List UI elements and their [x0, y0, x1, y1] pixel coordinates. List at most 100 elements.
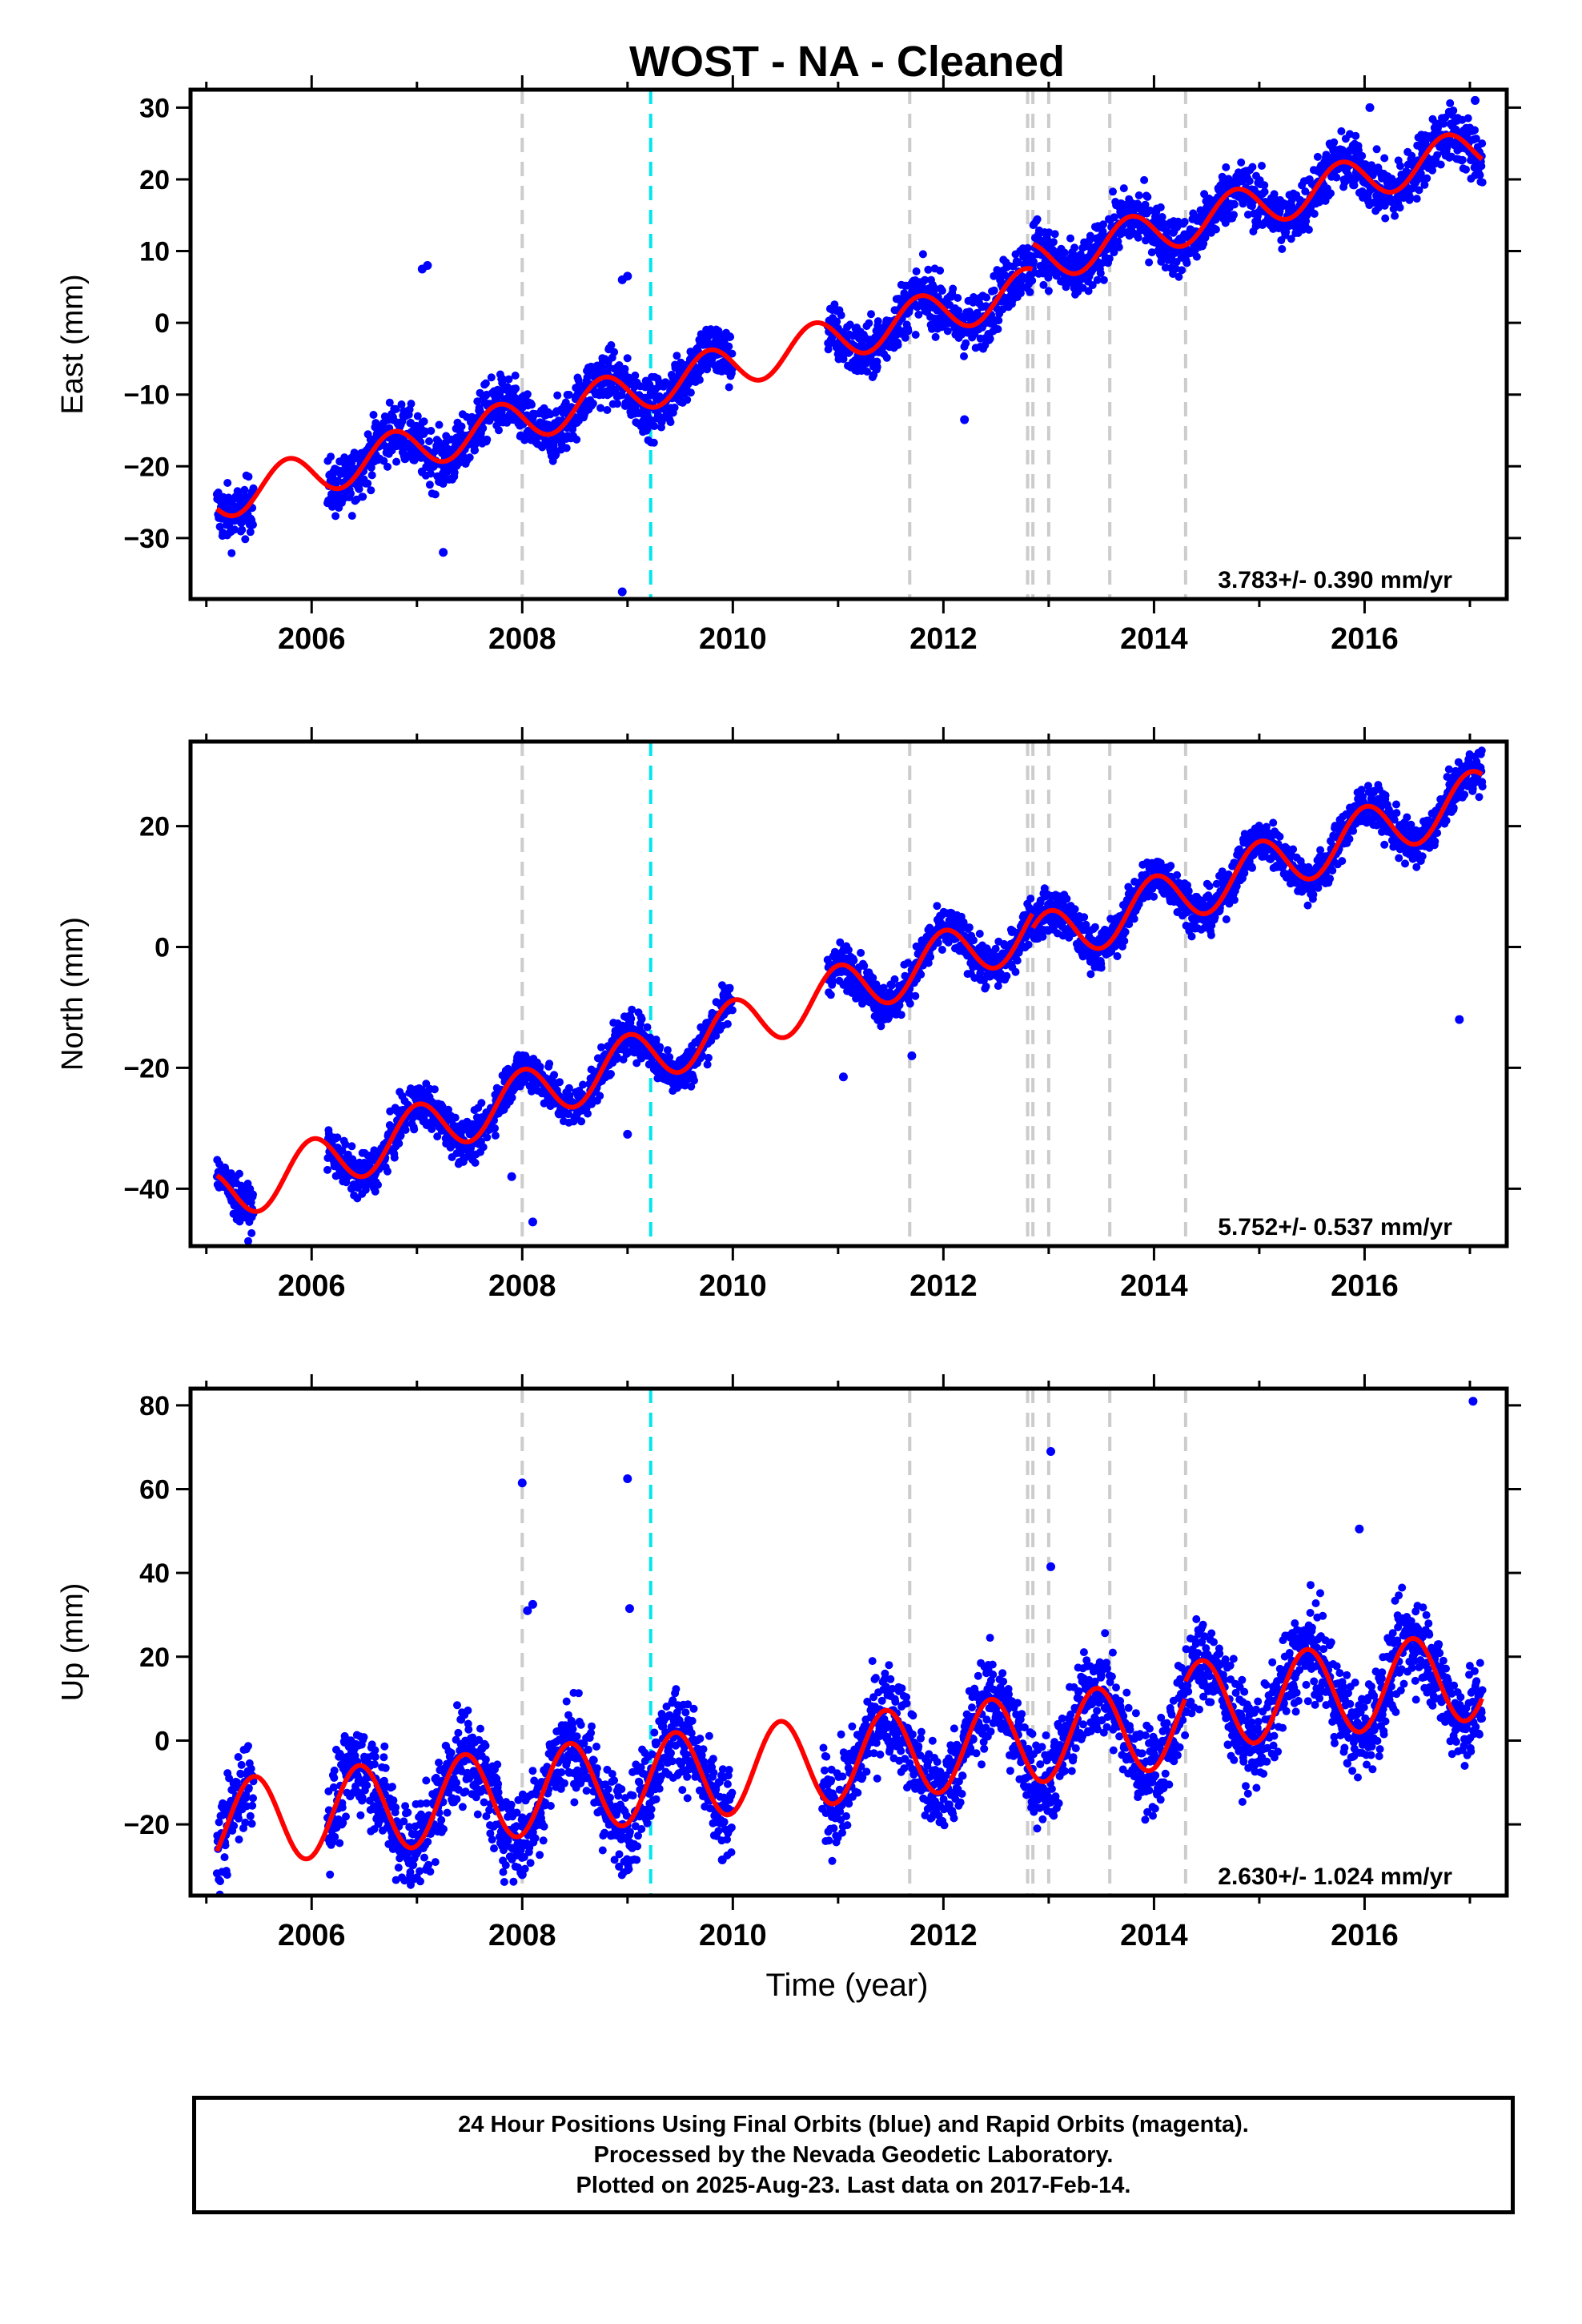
data-point: [1476, 171, 1484, 179]
data-point: [225, 521, 234, 530]
data-point: [931, 332, 940, 341]
data-point: [830, 300, 839, 309]
data-point: [1374, 203, 1383, 212]
data-point: [607, 341, 616, 349]
data-point: [1201, 233, 1210, 242]
data-point: [1086, 970, 1095, 979]
data-point: [620, 364, 629, 373]
data-point: [631, 371, 640, 380]
data-point: [487, 373, 496, 382]
data-point: [725, 983, 734, 992]
data-point: [496, 392, 504, 400]
data-point: [911, 331, 920, 339]
data-point: [975, 930, 984, 938]
data-point: [1039, 280, 1048, 289]
data-point: [986, 335, 994, 343]
data-point: [949, 284, 958, 293]
data-point: [323, 1165, 331, 1174]
data-point: [607, 1070, 615, 1078]
data-point: [960, 352, 968, 360]
data-point: [938, 946, 946, 954]
data-point: [683, 396, 692, 404]
data-point: [231, 525, 239, 534]
data-point: [431, 490, 440, 499]
data-point: [244, 1236, 252, 1245]
data-point: [603, 406, 612, 414]
data-point: [1407, 151, 1416, 160]
data-point: [666, 418, 675, 427]
data-point: [1420, 180, 1429, 189]
data-point: [240, 485, 249, 494]
data-point: [918, 250, 927, 259]
data-point: [1134, 233, 1142, 242]
x-tick-label: 2014: [1120, 622, 1188, 656]
data-point: [1109, 187, 1117, 196]
data-point: [1099, 275, 1108, 284]
data-point: [374, 1180, 382, 1189]
data-point: [970, 936, 978, 945]
data-point: [511, 372, 520, 380]
data-point: [1391, 211, 1399, 220]
data-point: [1260, 187, 1269, 196]
data-point: [347, 1142, 356, 1151]
data-point: [512, 384, 520, 393]
outlier-point: [960, 415, 970, 424]
data-point: [483, 1133, 492, 1142]
data-point: [1258, 162, 1266, 170]
data-point: [508, 1093, 516, 1102]
data-point: [1143, 192, 1152, 201]
data-point: [369, 411, 378, 419]
data-point: [397, 400, 406, 408]
data-point: [1162, 228, 1171, 237]
data-point: [865, 319, 873, 328]
x-tick-label: 2016: [1331, 622, 1399, 656]
data-point: [1245, 177, 1254, 186]
data-point: [392, 457, 401, 466]
data-point: [528, 400, 536, 409]
data-point: [610, 348, 619, 356]
data-point: [649, 438, 658, 447]
data-point: [536, 1063, 544, 1071]
data-point: [863, 368, 871, 376]
data-point: [1066, 234, 1074, 243]
data-point: [1140, 175, 1149, 184]
data-point: [383, 1167, 391, 1176]
data-point: [1026, 287, 1034, 296]
data-point: [523, 390, 532, 399]
data-point: [1313, 152, 1322, 161]
data-point: [686, 388, 695, 397]
data-point: [246, 528, 255, 537]
x-tick-label: 2008: [488, 622, 556, 656]
outlier-point: [623, 271, 632, 281]
data-point: [1287, 235, 1295, 243]
y-tick-label: 30: [139, 93, 170, 123]
x-tick-label: 2012: [909, 622, 978, 656]
data-point: [873, 363, 881, 372]
data-point: [904, 327, 913, 336]
data-point: [327, 452, 335, 461]
data-point: [425, 437, 433, 445]
data-point: [726, 332, 735, 341]
data-point: [1478, 139, 1487, 148]
data-point: [833, 317, 841, 326]
data-point: [550, 1071, 559, 1080]
data-point: [1278, 245, 1287, 253]
data-point: [407, 400, 416, 408]
data-point: [1416, 169, 1425, 178]
data-point: [545, 1059, 554, 1068]
data-point: [1449, 107, 1458, 115]
data-point: [451, 1113, 460, 1122]
data-point: [690, 1076, 698, 1085]
data-point: [623, 354, 632, 363]
data-point: [882, 353, 891, 362]
outlier-point: [1365, 103, 1375, 112]
data-point: [1044, 287, 1053, 296]
data-point: [965, 923, 974, 932]
data-point: [1412, 195, 1421, 203]
data-point: [430, 1085, 439, 1094]
data-point: [562, 444, 571, 452]
data-point: [471, 1159, 480, 1167]
data-point: [695, 376, 704, 384]
